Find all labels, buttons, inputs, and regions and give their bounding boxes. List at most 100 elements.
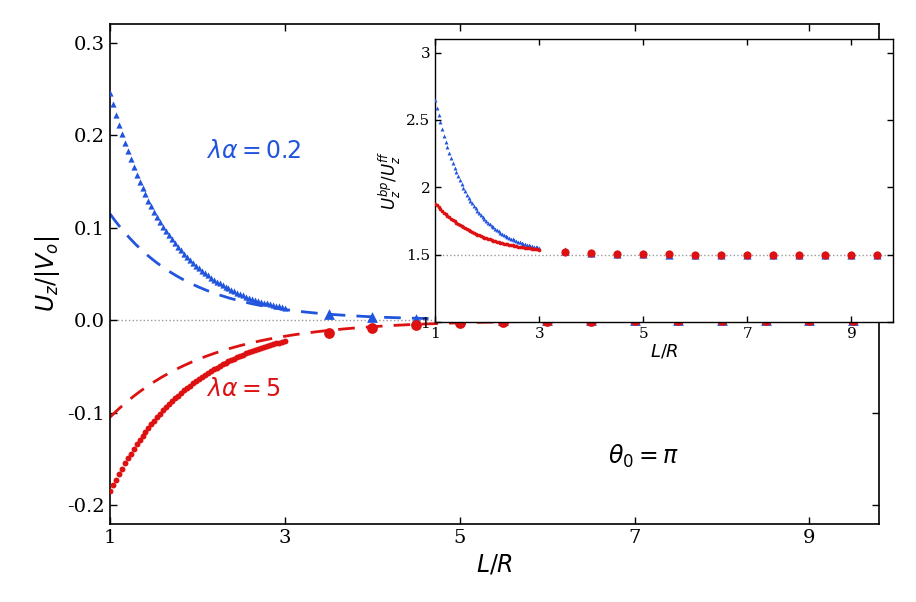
Point (259, 299, 274, 308)
Point (453, 315, 467, 324)
Point (158, 226, 173, 236)
Point (430, 200, 444, 210)
Point (105, 99, 120, 109)
Point (138, 190, 153, 199)
Point (714, 250, 728, 259)
Point (322, 327, 336, 337)
Point (486, 236, 501, 246)
Point (493, 228, 507, 237)
Point (177, 249, 191, 259)
Point (443, 214, 458, 223)
Point (230, 288, 245, 297)
Point (254, 297, 268, 306)
Point (248, 346, 263, 355)
Point (180, 383, 194, 393)
Point (485, 221, 499, 231)
Point (456, 223, 471, 232)
Text: $\lambda\alpha = 0.2$: $\lambda\alpha = 0.2$ (206, 140, 301, 163)
Point (108, 110, 123, 120)
Point (117, 459, 132, 468)
Point (433, 117, 448, 127)
Point (248, 295, 263, 305)
Point (442, 213, 456, 222)
Point (527, 244, 541, 254)
Point (263, 299, 278, 309)
Point (463, 226, 478, 236)
Point (114, 129, 129, 138)
Point (845, 250, 859, 259)
Point (475, 232, 490, 241)
Point (227, 354, 242, 364)
Point (162, 231, 177, 240)
Point (254, 343, 268, 353)
Point (409, 314, 423, 323)
Point (443, 154, 458, 163)
Point (489, 225, 504, 235)
Point (521, 240, 536, 250)
Point (460, 190, 474, 199)
Point (845, 250, 859, 259)
Point (271, 302, 286, 311)
Point (224, 285, 239, 295)
Point (209, 277, 224, 287)
Point (498, 239, 513, 249)
Point (108, 475, 123, 485)
Point (474, 231, 488, 241)
Point (440, 143, 454, 152)
Point (174, 388, 189, 398)
Point (583, 315, 598, 325)
Point (153, 409, 168, 418)
Point (511, 241, 526, 251)
Point (519, 243, 534, 253)
Point (481, 218, 496, 228)
Point (144, 420, 158, 429)
Point (428, 199, 442, 208)
Point (525, 241, 540, 251)
Point (453, 318, 467, 327)
Point (523, 244, 538, 253)
Point (194, 266, 209, 276)
Point (818, 250, 833, 259)
Point (610, 249, 625, 259)
Point (112, 120, 126, 129)
Point (483, 235, 497, 244)
Point (460, 225, 474, 234)
Point (487, 224, 502, 234)
Point (468, 203, 483, 213)
Point (182, 381, 197, 391)
Point (263, 340, 278, 350)
Point (445, 158, 460, 168)
Point (275, 337, 289, 347)
Point (236, 291, 251, 300)
Point (194, 372, 209, 382)
Point (168, 238, 182, 248)
Point (233, 290, 247, 299)
Point (558, 247, 572, 256)
Point (221, 356, 235, 366)
Point (532, 245, 547, 255)
Point (435, 206, 450, 216)
Point (530, 244, 545, 254)
Point (540, 316, 554, 326)
Point (636, 250, 650, 259)
Point (114, 464, 129, 473)
Point (512, 242, 527, 252)
Point (201, 368, 215, 378)
Point (259, 341, 274, 351)
Point (165, 235, 180, 244)
Point (489, 237, 504, 246)
Point (239, 349, 254, 358)
Point (792, 250, 807, 259)
Point (278, 303, 292, 312)
Point (440, 211, 454, 220)
Point (740, 250, 755, 259)
Point (136, 431, 150, 441)
Point (758, 315, 773, 325)
Point (558, 247, 572, 256)
Point (493, 238, 507, 247)
Point (168, 394, 182, 403)
Point (802, 315, 817, 325)
Point (845, 315, 860, 325)
Point (714, 250, 728, 259)
Point (740, 250, 755, 259)
